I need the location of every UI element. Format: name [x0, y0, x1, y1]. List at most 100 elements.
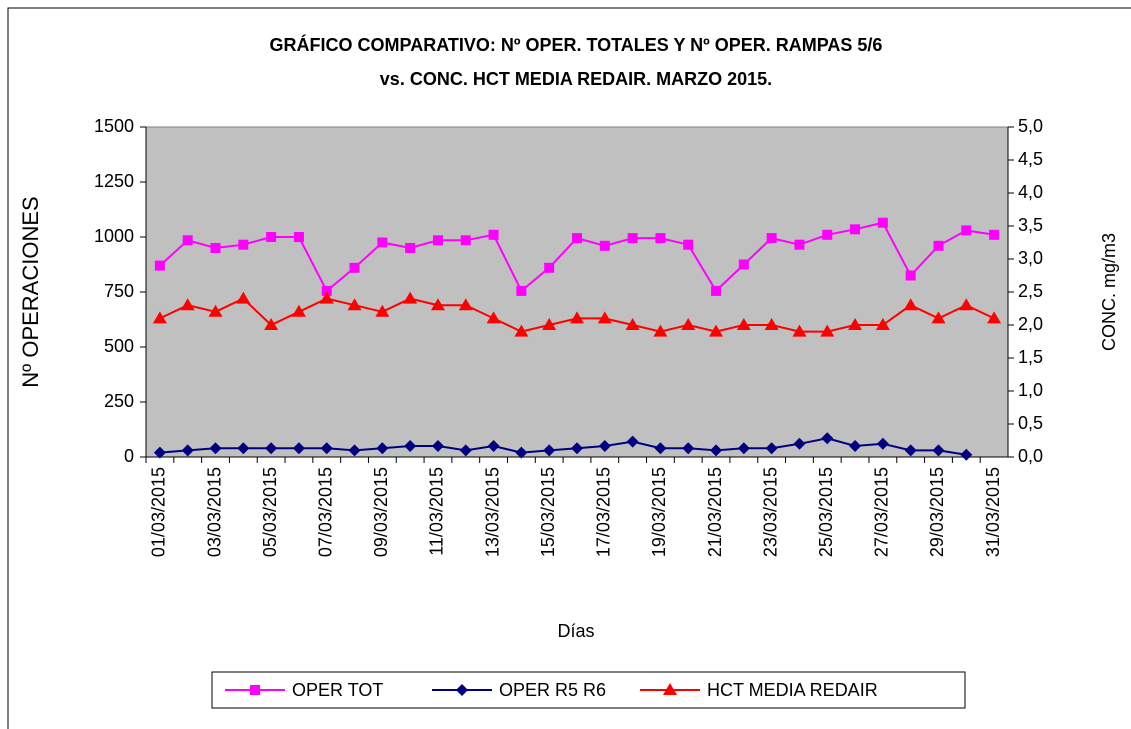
marker — [432, 235, 443, 246]
x-tick-label: 23/03/2015 — [760, 467, 780, 557]
marker — [376, 442, 389, 455]
marker — [987, 311, 1002, 324]
marker — [627, 233, 638, 244]
y2-tick-label: 4,0 — [1018, 182, 1043, 202]
marker — [663, 683, 677, 695]
marker — [292, 442, 305, 455]
marker — [625, 318, 640, 330]
marker — [626, 435, 639, 448]
marker — [709, 324, 724, 337]
marker — [599, 240, 610, 251]
marker — [989, 229, 1000, 240]
marker — [653, 324, 668, 337]
marker — [430, 298, 445, 311]
marker — [570, 311, 584, 324]
marker — [598, 440, 611, 452]
y2-tick-label: 3,0 — [1018, 248, 1043, 268]
x-tick-label: 25/03/2015 — [816, 467, 836, 557]
marker — [347, 298, 362, 311]
marker — [542, 318, 557, 330]
marker — [404, 440, 417, 452]
marker — [877, 217, 888, 228]
y-tick-label: 750 — [104, 281, 134, 301]
y2-tick-label: 2,0 — [1018, 314, 1043, 334]
marker — [293, 232, 304, 242]
marker — [377, 237, 388, 248]
marker — [460, 235, 471, 246]
marker — [291, 304, 306, 317]
marker — [737, 442, 750, 455]
x-tick-label: 05/03/2015 — [260, 467, 280, 557]
x-tick-label: 07/03/2015 — [315, 467, 335, 557]
marker — [961, 225, 972, 236]
marker — [793, 437, 806, 450]
marker — [875, 318, 890, 330]
y2-tick-label: 1,0 — [1018, 380, 1043, 400]
x-tick-label: 15/03/2015 — [538, 467, 558, 557]
marker — [208, 304, 223, 317]
marker — [319, 291, 334, 304]
y2-tick-label: 3,5 — [1018, 215, 1043, 235]
marker — [266, 232, 277, 242]
marker — [597, 311, 612, 324]
y-tick-label: 1250 — [94, 171, 134, 191]
marker — [849, 440, 862, 452]
marker — [931, 311, 946, 324]
chart-title: GRÁFICO COMPARATIVO: Nº OPER. TOTALES Y … — [270, 34, 883, 55]
y-axis-title: Nº OPERACIONES — [18, 196, 43, 387]
marker — [486, 311, 501, 324]
x-tick-label: 09/03/2015 — [371, 467, 391, 557]
marker — [544, 262, 555, 273]
marker — [960, 448, 973, 461]
marker — [681, 318, 696, 330]
marker — [571, 442, 583, 455]
marker — [152, 311, 167, 324]
marker — [903, 298, 918, 311]
chart-title: vs. CONC. HCT MEDIA REDAIR. MARZO 2015. — [380, 69, 772, 89]
legend-label: HCT MEDIA REDAIR — [707, 680, 878, 700]
marker — [905, 270, 916, 281]
marker — [456, 684, 468, 696]
chart-frame — [7, 7, 1131, 729]
marker — [822, 229, 833, 240]
marker — [820, 324, 835, 337]
y2-tick-label: 5,0 — [1018, 116, 1043, 136]
marker — [458, 298, 473, 311]
marker — [264, 318, 279, 330]
x-axis-title: Días — [557, 621, 594, 641]
marker — [516, 285, 527, 296]
x-tick-label: 03/03/2015 — [204, 467, 224, 557]
marker — [711, 285, 722, 296]
marker — [487, 440, 500, 452]
marker — [850, 224, 861, 235]
marker — [237, 442, 250, 455]
marker — [736, 318, 751, 330]
y-tick-label: 0 — [124, 446, 134, 466]
marker — [794, 239, 805, 250]
marker — [738, 259, 749, 270]
marker — [265, 442, 278, 455]
marker — [321, 285, 332, 296]
y2-tick-label: 4,5 — [1018, 149, 1043, 169]
marker — [792, 324, 807, 337]
y-tick-label: 1000 — [94, 226, 134, 246]
marker — [238, 239, 249, 250]
marker — [181, 444, 194, 457]
x-tick-label: 13/03/2015 — [482, 467, 502, 557]
marker — [182, 235, 193, 246]
marker — [655, 233, 666, 244]
marker — [932, 444, 945, 457]
x-tick-label: 29/03/2015 — [927, 467, 947, 557]
legend-box — [211, 671, 966, 709]
y2-tick-label: 0,0 — [1018, 446, 1043, 466]
marker — [236, 291, 251, 304]
marker — [210, 243, 221, 253]
y2-tick-label: 1,5 — [1018, 347, 1043, 367]
y2-tick-label: 0,5 — [1018, 413, 1043, 433]
y-tick-label: 250 — [104, 391, 134, 411]
y2-axis-title: CONC. mg/m3 — [1099, 233, 1119, 351]
x-tick-label: 19/03/2015 — [649, 467, 669, 557]
x-tick-label: 31/03/2015 — [983, 467, 1003, 557]
marker — [766, 233, 777, 244]
